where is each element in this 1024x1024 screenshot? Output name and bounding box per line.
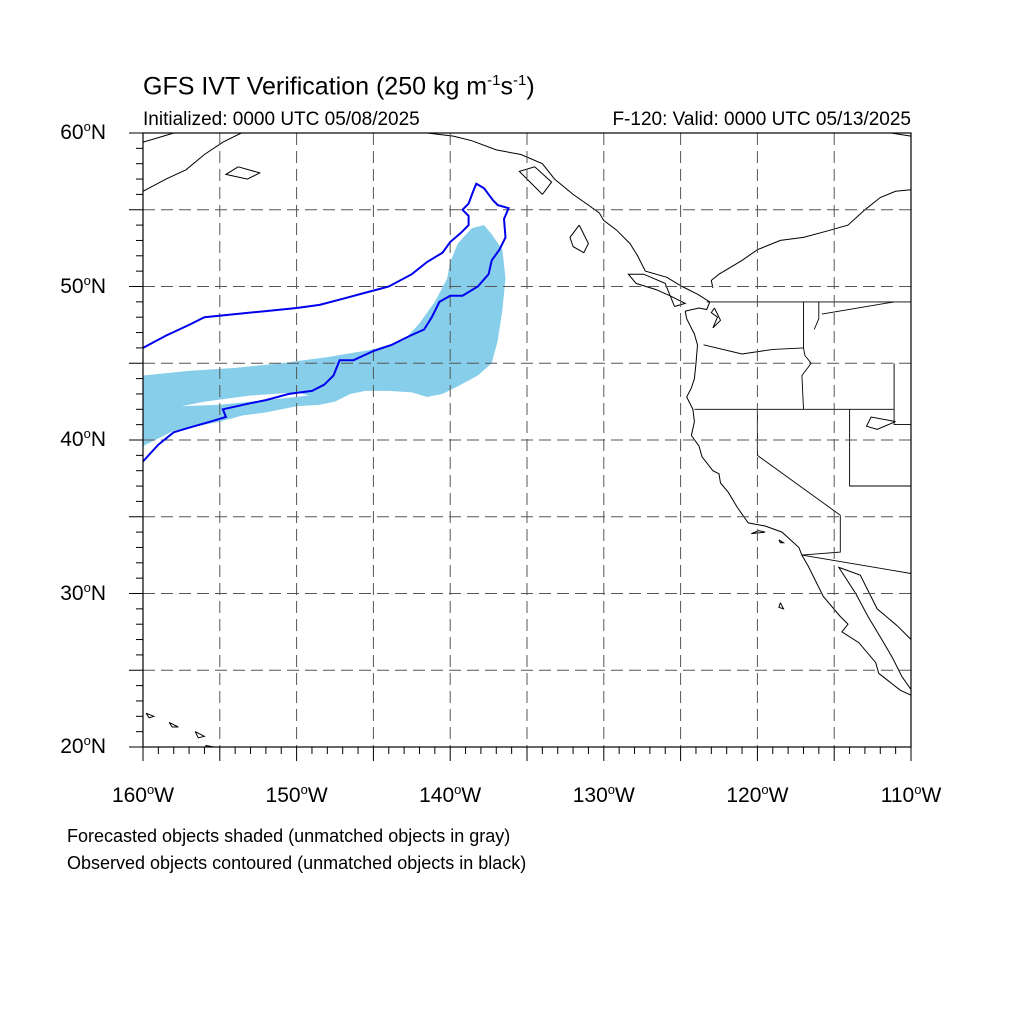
coastline-4 bbox=[627, 273, 687, 307]
axis-label-part: N bbox=[90, 121, 106, 144]
coastline-1 bbox=[710, 307, 722, 329]
state-border-7 bbox=[821, 301, 895, 315]
axis-label-part: o bbox=[83, 272, 91, 288]
state-border-5 bbox=[849, 409, 911, 487]
state-border-10 bbox=[801, 554, 911, 574]
axis-label-part: W bbox=[921, 784, 942, 807]
observed-object-layer bbox=[143, 182, 510, 463]
tick-marks bbox=[129, 132, 912, 761]
coastline-layer bbox=[143, 133, 911, 747]
coastline-0 bbox=[684, 311, 911, 696]
axis-label-part: o bbox=[761, 782, 769, 797]
axis-label-part: 20 bbox=[60, 735, 84, 758]
state-border-1 bbox=[756, 409, 841, 516]
axis-label-part: N bbox=[90, 581, 106, 605]
state-border-2 bbox=[801, 301, 812, 410]
axis-label-part: o bbox=[300, 782, 308, 797]
axis-label-part: W bbox=[768, 784, 789, 807]
coastline-14 bbox=[865, 416, 896, 430]
axis-label-part: o bbox=[146, 782, 155, 797]
valid-time-label: F-120: Valid: 0000 UTC 05/13/2025 bbox=[612, 109, 911, 130]
gridline-layer bbox=[143, 133, 911, 747]
lon-label-140: 140oW bbox=[419, 782, 482, 808]
coastline-7 bbox=[143, 133, 242, 192]
axis-label-part: 140 bbox=[419, 784, 455, 807]
axis-label-part: W bbox=[461, 784, 482, 807]
lat-label-30: 30oN bbox=[60, 579, 106, 606]
observed-ivt-contour bbox=[143, 182, 510, 463]
coastline-8 bbox=[224, 166, 262, 180]
coastline-12 bbox=[145, 712, 156, 719]
axis-label-part: 30 bbox=[60, 581, 84, 605]
axis-label-part: o bbox=[83, 119, 91, 134]
legend-note-forecast: Forecasted objects shaded (unmatched obj… bbox=[67, 826, 511, 846]
axis-label-part: o bbox=[607, 782, 616, 797]
state-border-3 bbox=[703, 344, 804, 355]
coastline-5 bbox=[518, 166, 553, 195]
lon-label-120: 120oW bbox=[726, 782, 789, 808]
lon-label-150: 150oW bbox=[265, 782, 328, 808]
lat-label-20: 20oN bbox=[60, 733, 106, 759]
axis-label-part: N bbox=[90, 274, 106, 298]
coastline-3 bbox=[569, 224, 589, 254]
coastline-10 bbox=[194, 731, 206, 739]
axis-label-part: o bbox=[454, 782, 462, 797]
state-border-9 bbox=[893, 363, 911, 426]
axis-label-part: 60 bbox=[60, 121, 84, 144]
forecast-object-layer bbox=[143, 225, 506, 447]
axis-label-part: o bbox=[83, 579, 91, 595]
axis-label-part: 40 bbox=[60, 428, 84, 451]
lat-label-60: 60oN bbox=[60, 119, 106, 145]
legend-note-observed: Observed objects contoured (unmatched ob… bbox=[67, 853, 527, 873]
coastline-11 bbox=[168, 721, 179, 728]
axis-label-part: 50 bbox=[60, 274, 84, 298]
axis-label-part: W bbox=[307, 784, 328, 807]
lon-label-110: 110oW bbox=[880, 782, 942, 808]
lat-label-40: 40oN bbox=[60, 426, 106, 452]
coastline-16 bbox=[751, 530, 766, 535]
coastline-6 bbox=[143, 133, 174, 143]
coastline-2 bbox=[427, 133, 711, 312]
coastline-15 bbox=[778, 602, 785, 610]
state-border-6 bbox=[813, 301, 820, 330]
axis-label-part: N bbox=[90, 428, 106, 451]
lon-label-160: 160oW bbox=[111, 782, 175, 808]
init-time-label: Initialized: 0000 UTC 05/08/2025 bbox=[143, 109, 420, 130]
map-title: GFS IVT Verification (250 kg m-1s-1) bbox=[143, 72, 535, 101]
axis-label-part: W bbox=[615, 784, 635, 807]
lat-label-50: 50oN bbox=[60, 272, 106, 299]
coastline-18 bbox=[710, 189, 911, 289]
axis-label-part: 160 bbox=[111, 784, 147, 807]
coastline-9 bbox=[205, 744, 215, 747]
axis-label-part: 120 bbox=[726, 784, 762, 807]
forecast-ivt-object bbox=[143, 225, 506, 447]
axis-label-part: o bbox=[914, 782, 922, 797]
lon-label-130: 130oW bbox=[572, 782, 635, 808]
axis-label-part: o bbox=[83, 733, 91, 748]
axis-label-part: o bbox=[83, 426, 91, 441]
state-border-4 bbox=[801, 515, 841, 556]
axis-label-part: 130 bbox=[572, 784, 608, 807]
coastline-17 bbox=[778, 539, 786, 544]
axis-label-part: N bbox=[90, 735, 106, 758]
axis-label-part: 150 bbox=[265, 784, 301, 807]
axis-label-part: 110 bbox=[880, 784, 915, 807]
axis-label-part: W bbox=[154, 784, 175, 807]
